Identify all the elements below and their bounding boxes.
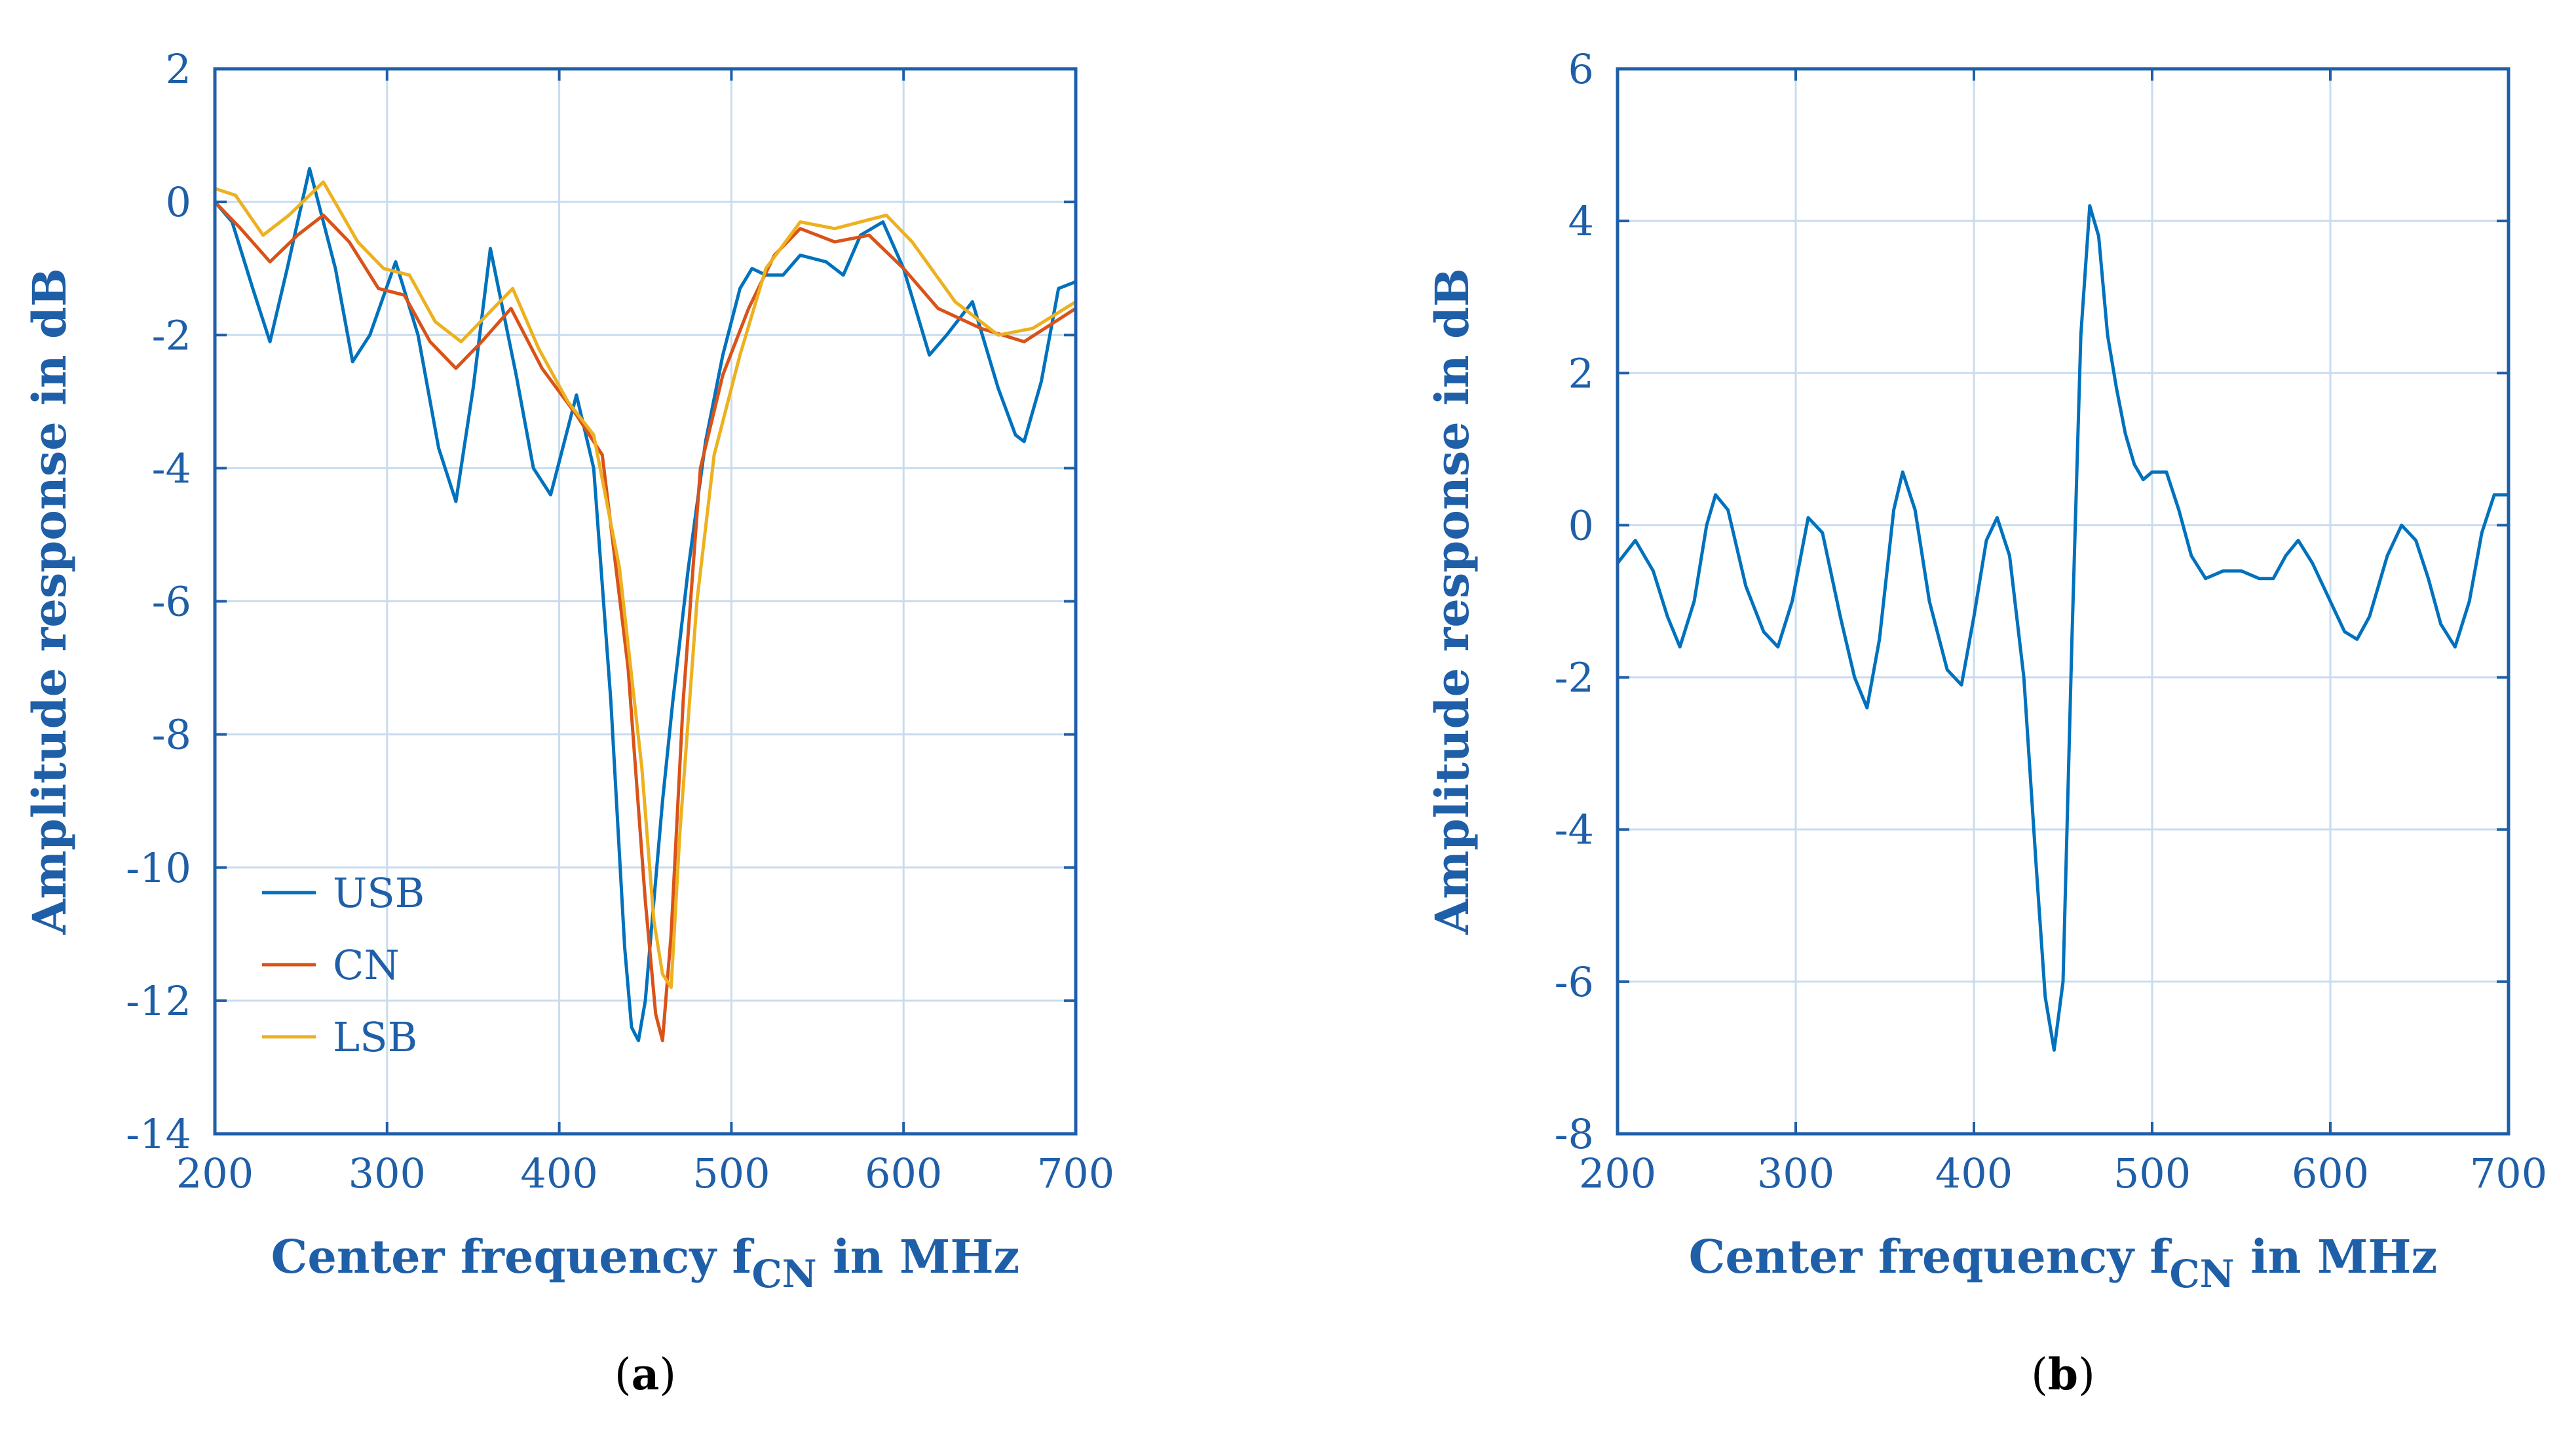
x-tick-label: 600 xyxy=(2292,1150,2369,1197)
x-tick-label: 500 xyxy=(692,1150,770,1197)
caption-letter: a xyxy=(632,1349,660,1400)
series-group xyxy=(215,166,1076,1043)
x-tick-label: 200 xyxy=(1579,1150,1656,1197)
caption-open: ( xyxy=(615,1349,632,1400)
caption-open: ( xyxy=(2031,1349,2048,1400)
y-tick-label: -2 xyxy=(1555,654,1594,702)
y-tick-label: -8 xyxy=(1555,1110,1594,1158)
y-tick-label: -2 xyxy=(152,311,191,359)
series-group xyxy=(1618,204,2509,1052)
x-tick-label: 500 xyxy=(2113,1150,2191,1197)
y-tick-label: 6 xyxy=(1568,45,1594,93)
y-tick-label: 4 xyxy=(1568,197,1594,245)
panel-caption: (b) xyxy=(2031,1349,2095,1400)
y-tick-label: -6 xyxy=(152,578,191,626)
x-axis-label-main: Center frequency f xyxy=(271,1229,755,1284)
plot-frame xyxy=(1616,67,2510,1136)
y-tick-label: 2 xyxy=(166,45,191,93)
y-tick-label: 2 xyxy=(1568,349,1594,397)
caption-letter: b xyxy=(2048,1349,2078,1400)
y-tick-label: -4 xyxy=(1555,806,1594,854)
grid xyxy=(1618,69,2509,1134)
y-tick-label: -6 xyxy=(1555,958,1594,1006)
x-axis-label: Center frequency fCN in MHz xyxy=(271,1229,1020,1296)
series-line-lsb xyxy=(215,180,1076,990)
x-axis-label-tail: in MHz xyxy=(817,1229,1020,1284)
x-axis-label-main: Center frequency f xyxy=(1689,1229,2172,1284)
x-tick-label: 400 xyxy=(520,1150,597,1197)
legend-label-usb: USB xyxy=(333,869,425,917)
x-tick-label: 400 xyxy=(1935,1150,2013,1197)
panel-b: 200 300 400 500 600 700 6 4 2 0 -2 -4 -6 -8 Center fre… xyxy=(1425,45,2547,1400)
series-line-cn xyxy=(215,201,1076,1043)
x-tick-label: 600 xyxy=(865,1150,942,1197)
y-tick-label: 0 xyxy=(166,178,191,226)
y-tick-label: -14 xyxy=(126,1110,191,1158)
series-line-difference xyxy=(1618,204,2509,1052)
x-axis-label-tail: in MHz xyxy=(2235,1229,2438,1284)
x-tick-label: 300 xyxy=(349,1150,426,1197)
panel-caption: (a) xyxy=(615,1349,676,1400)
y-axis-label: Amplitude response in dB xyxy=(1425,268,1479,935)
y-tick-label: -4 xyxy=(152,444,191,492)
y-tick-label: -10 xyxy=(126,844,191,892)
x-tick-label: 300 xyxy=(1757,1150,1834,1197)
y-tick-label: -8 xyxy=(152,711,191,759)
x-axis-label-subscript: CN xyxy=(752,1252,817,1296)
y-tick-label: 0 xyxy=(1568,501,1594,549)
y-tick-label: -12 xyxy=(126,977,191,1025)
x-axis-label-subscript: CN xyxy=(2170,1252,2235,1296)
grid xyxy=(215,69,1076,1134)
x-tick-label: 700 xyxy=(1037,1150,1114,1197)
x-tick-label: 700 xyxy=(2470,1150,2547,1197)
caption-close: ) xyxy=(659,1349,676,1400)
panel-a: 200 300 400 500 600 700 2 0 -2 -4 -6 -8 -10 -12 -14 Cen… xyxy=(22,45,1114,1400)
legend-label-lsb: LSB xyxy=(333,1013,417,1061)
legend-label-cn: CN xyxy=(333,941,400,989)
x-tick-label: 200 xyxy=(176,1150,254,1197)
legend: USB CN LSB xyxy=(262,869,425,1061)
x-axis-label: Center frequency fCN in MHz xyxy=(1689,1229,2438,1296)
y-axis-label: Amplitude response in dB xyxy=(22,268,77,935)
caption-close: ) xyxy=(2078,1349,2095,1400)
